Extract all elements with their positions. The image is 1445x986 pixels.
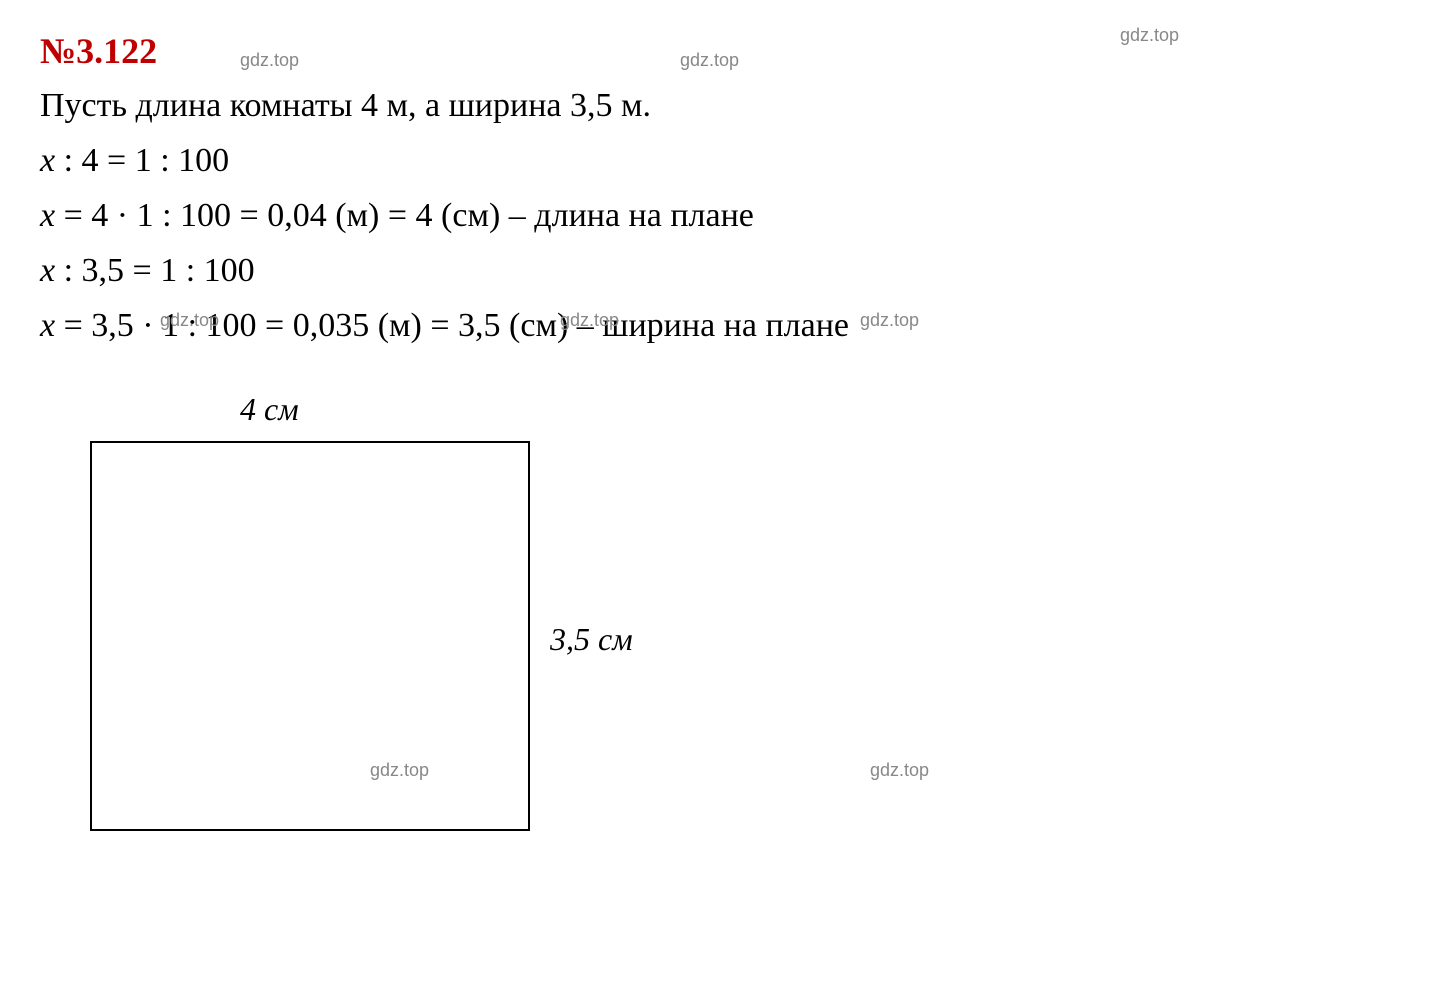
watermark: gdz.top (160, 310, 219, 331)
watermark: gdz.top (680, 50, 739, 71)
variable-x: x (40, 307, 55, 344)
side-dimension-label: 3,5 см (550, 621, 633, 658)
watermark: gdz.top (870, 760, 929, 781)
watermark: gdz.top (370, 760, 429, 781)
text-line-3: x = 4 · 1 : 100 = 0,04 (м) = 4 (см) – дл… (40, 190, 1405, 241)
watermark: gdz.top (560, 310, 619, 331)
text-line-1: Пусть длина комнаты 4 м, а ширина 3,5 м. (40, 80, 1405, 131)
equation-3: = 4 · 1 : 100 = 0,04 (м) = 4 (см) – длин… (55, 197, 754, 234)
text-line-2: x : 4 = 1 : 100 (40, 135, 1405, 186)
watermark: gdz.top (1120, 25, 1179, 46)
text-line-4: x : 3,5 = 1 : 100 (40, 245, 1405, 296)
text-line-5: x = 3,5 · 1 : 100 = 0,035 (м) = 3,5 (см)… (40, 300, 1405, 351)
variable-x: x (40, 142, 55, 179)
equation-2: : 4 = 1 : 100 (55, 142, 229, 179)
equation-4: : 3,5 = 1 : 100 (55, 252, 255, 289)
watermark: gdz.top (860, 310, 919, 331)
room-rectangle (90, 441, 530, 831)
variable-x: x (40, 252, 55, 289)
watermark: gdz.top (240, 50, 299, 71)
variable-x: x (40, 197, 55, 234)
diagram-area: 4 см 3,5 см (80, 381, 680, 861)
top-dimension-label: 4 см (240, 391, 299, 428)
